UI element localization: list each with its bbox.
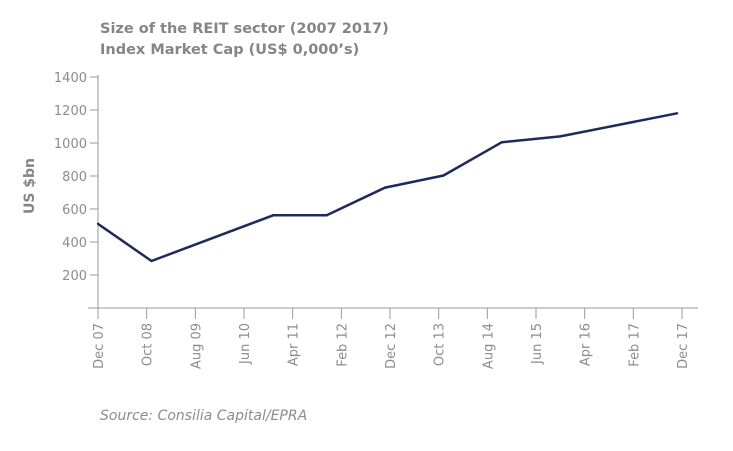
y-axis-label: US $bn <box>22 158 38 214</box>
chart-title: Size of the REIT sector (2007 2017) <box>100 21 389 37</box>
data-point <box>272 214 275 217</box>
x-tick-label: Aug 09 <box>189 323 204 369</box>
y-tick-label: 400 <box>62 236 87 251</box>
x-tick-label: Feb 17 <box>627 323 642 367</box>
x-tick-label: Jun 10 <box>238 323 253 365</box>
y-tick-label: 800 <box>62 170 87 185</box>
y-tick-label: 1200 <box>54 104 87 119</box>
chart-subtitle: Index Market Cap (US$ 0,000’s) <box>100 42 359 58</box>
x-tick-label: Aug 14 <box>481 323 496 369</box>
data-point <box>500 140 504 144</box>
y-tick-label: 600 <box>62 203 87 218</box>
x-tick-label: Oct 13 <box>433 323 448 366</box>
y-tick-label: 1400 <box>54 71 87 86</box>
data-point <box>325 214 328 217</box>
x-tick-label: Apr 11 <box>287 323 302 366</box>
data-point <box>559 135 562 138</box>
x-tick-label: Dec 07 <box>92 323 107 369</box>
data-point <box>150 259 153 263</box>
data-point <box>675 112 679 115</box>
y-tick-label: 200 <box>62 269 87 284</box>
source-note: Source: Consilia Capital/EPRA <box>100 408 307 424</box>
x-tick-label: Oct 08 <box>141 323 156 366</box>
series-line <box>97 112 678 263</box>
x-tick-label: Dec 12 <box>384 323 399 369</box>
x-tick-label: Jun 15 <box>530 323 545 365</box>
data-point <box>96 222 100 226</box>
x-tick-label: Feb 12 <box>335 323 350 367</box>
y-tick-label: 1000 <box>54 137 87 152</box>
data-point <box>442 174 445 177</box>
x-tick-label: Dec 17 <box>676 323 691 369</box>
data-point <box>383 186 387 189</box>
x-tick-label: Apr 16 <box>579 323 594 366</box>
